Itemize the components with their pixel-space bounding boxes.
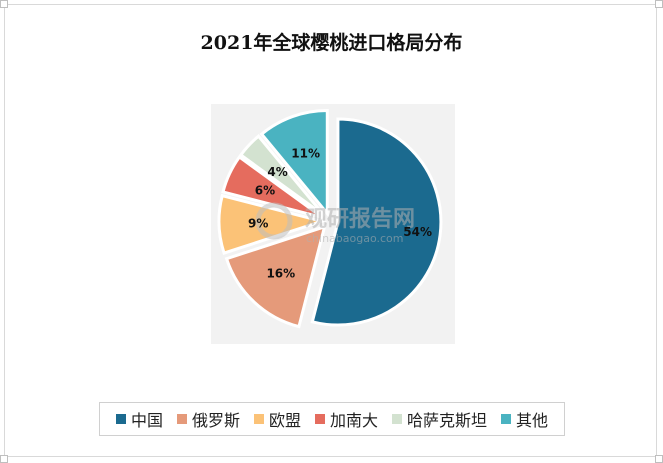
chart-frame: [4, 4, 657, 457]
watermark-logo: 观研报告网 chinabaogao.com: [255, 202, 415, 245]
watermark-text: 观研报告网: [305, 207, 415, 232]
slice-label: 11%: [291, 146, 320, 160]
legend-swatch: [115, 414, 126, 424]
legend-item: 欧盟: [253, 407, 301, 431]
legend-label: 中国: [130, 411, 163, 430]
pie-slice: [224, 224, 327, 329]
legend-swatch: [501, 414, 512, 424]
legend-label: 哈萨克斯坦: [407, 411, 488, 430]
legend-item: 哈萨克斯坦: [392, 407, 487, 431]
legend-swatch: [176, 414, 187, 424]
chart-title: 2021年全球樱桃进口格局分布: [200, 32, 463, 54]
pie-slice: [217, 193, 328, 255]
legend-label: 其他: [516, 411, 549, 430]
legend-swatch: [392, 414, 403, 424]
watermark-sub: chinabaogao.com: [306, 232, 404, 245]
legend-item: 中国: [115, 407, 163, 431]
watermark-ring: [255, 202, 293, 240]
legend-swatch: [315, 414, 325, 424]
pie-slice: [310, 117, 443, 327]
slice-label: 6%: [255, 183, 275, 197]
legend-item: 加南大: [315, 407, 378, 431]
slice-label: 9%: [248, 216, 268, 230]
legend-label: 欧盟: [268, 411, 301, 430]
legend-label: 加南大: [330, 411, 379, 430]
slice-label: 4%: [267, 165, 287, 179]
legend-item: 俄罗斯: [176, 407, 240, 431]
slice-label: 16%: [266, 266, 295, 280]
legend: 中国 俄罗斯 欧盟 加南大 哈萨克斯坦 其他: [99, 402, 565, 436]
legend-item: 其他: [501, 407, 548, 431]
pie-slice: [238, 134, 326, 217]
pie-slice: [259, 108, 329, 218]
legend-swatch: [253, 414, 264, 424]
frame-handle: [0, 0, 8, 8]
pie-slice: [221, 154, 324, 220]
slice-label: 54%: [403, 225, 432, 239]
legend-label: 俄罗斯: [191, 411, 240, 430]
